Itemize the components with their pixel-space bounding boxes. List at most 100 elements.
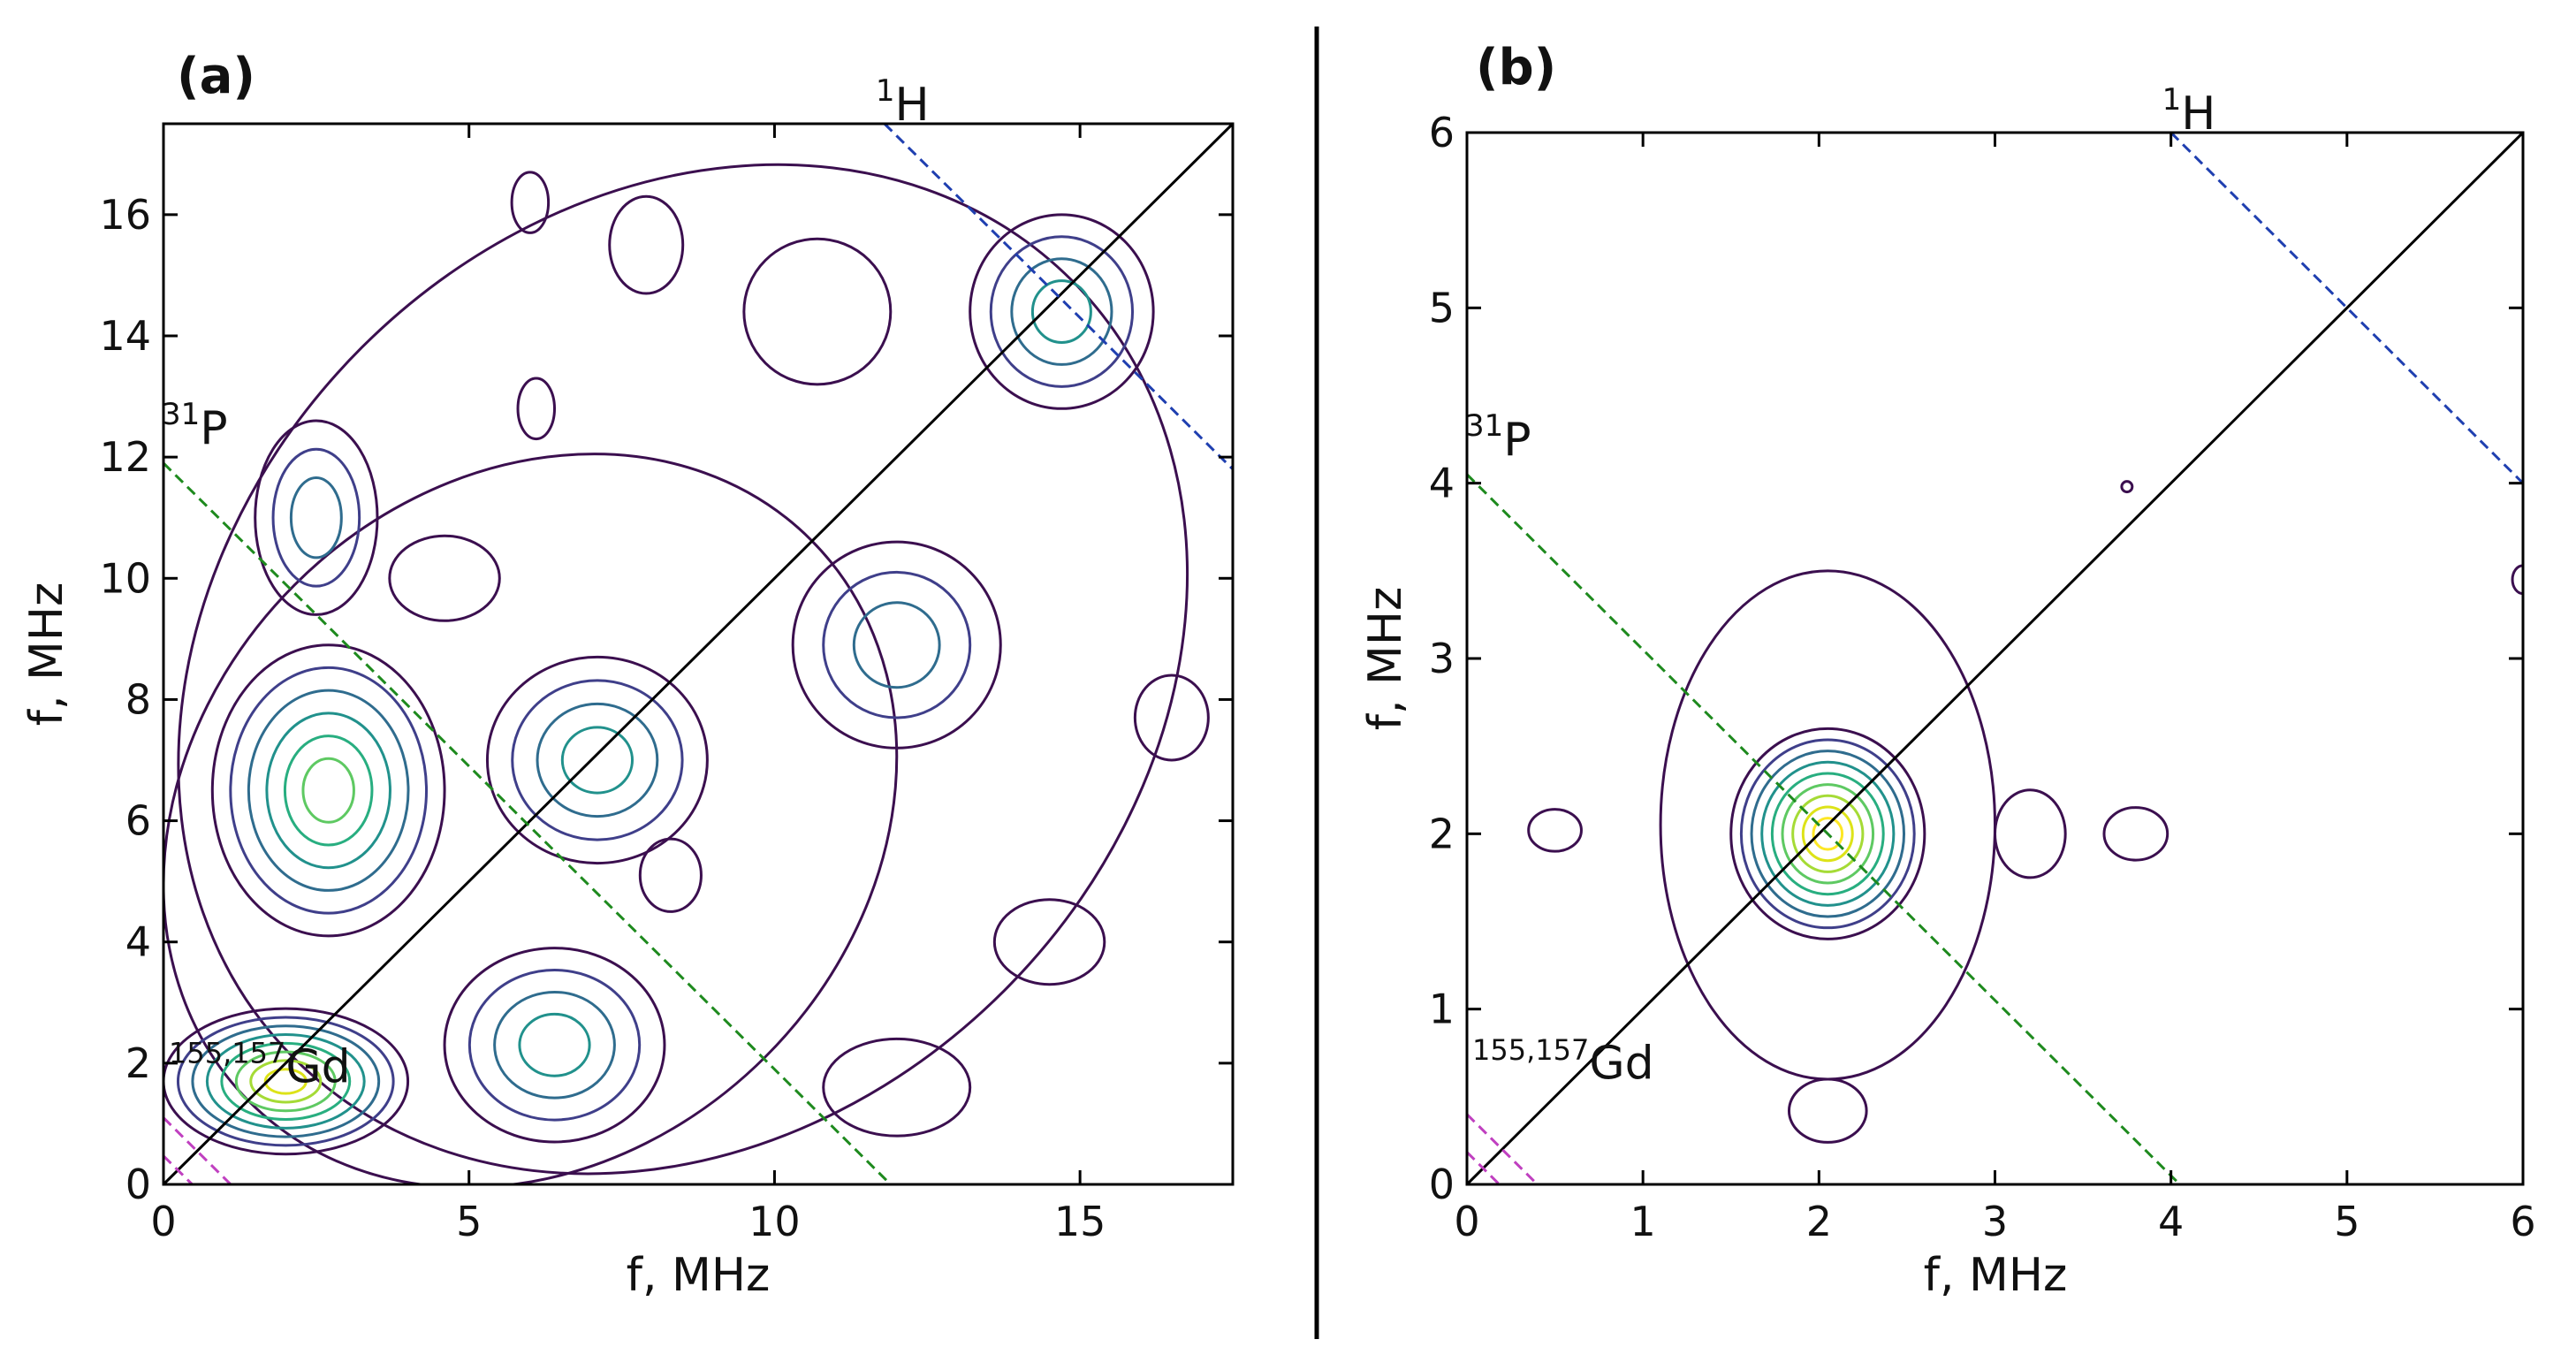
label-155,157Gd: 155,157Gd <box>1472 1033 1654 1091</box>
contour-line <box>163 1007 410 1156</box>
contour-line <box>791 540 1002 750</box>
contour-group <box>163 163 1210 1184</box>
contour-line <box>301 757 355 824</box>
panel-label-b: (b) <box>1476 39 1556 96</box>
contour-line <box>822 570 972 719</box>
y-tick-label: 10 <box>99 554 151 602</box>
contour-line <box>1791 794 1865 873</box>
antidiagonal-31P <box>162 461 892 1186</box>
contour-line <box>493 990 616 1100</box>
contour-line <box>254 419 379 616</box>
y-tick-label: 2 <box>125 1039 151 1087</box>
x-tick-label: 4 <box>2158 1198 2184 1245</box>
contour-group <box>1527 480 2523 1144</box>
contour-line <box>485 655 709 865</box>
y-tick-label: 4 <box>125 918 151 966</box>
x-tick-label: 1 <box>1630 1198 1656 1245</box>
x-axis-label-a: f, MHz <box>627 1249 771 1302</box>
x-tick-label: 6 <box>2510 1198 2535 1245</box>
contours-a <box>163 163 1210 1184</box>
contour-line <box>1010 257 1113 366</box>
contour-line <box>220 1041 352 1122</box>
contour-line <box>247 689 410 892</box>
contour-line <box>1750 750 1906 918</box>
label-155,157Gd: 155,157Gd <box>169 1037 351 1094</box>
contour-line <box>1801 805 1854 863</box>
contour-line <box>1812 817 1844 851</box>
y-tick-label: 16 <box>99 191 151 239</box>
reference-lines-a <box>162 122 1235 1186</box>
contour-line <box>191 1024 381 1138</box>
ticks-a: 0 5 10 15 0 2 4 6 8 10 12 14 16 <box>99 124 1233 1245</box>
panel-a: (a) 0 5 10 15 0 2 4 6 8 10 12 14 16 f, MHz f, MHz 1H… <box>20 48 1235 1302</box>
y-tick-label: 2 <box>1429 810 1455 857</box>
x-tick-label: 15 <box>1054 1198 1106 1245</box>
label-31P: 31P <box>1465 408 1531 467</box>
x-axis-label-b: f, MHz <box>1924 1249 2068 1302</box>
contours-b <box>1527 480 2523 1144</box>
contour-line <box>560 726 635 795</box>
x-tick-label: 10 <box>748 1198 801 1245</box>
contour-line <box>518 1012 591 1077</box>
label-31P: 31P <box>162 397 228 455</box>
contour-line <box>1739 738 1916 930</box>
contour-line <box>205 1033 366 1130</box>
contour-line <box>210 643 446 938</box>
nucleus-labels-b: 1H 31P 155,157Gd <box>1465 82 2215 1091</box>
label-1H: 1H <box>876 73 930 132</box>
y-tick-label: 3 <box>1429 635 1455 682</box>
contour-line <box>510 171 551 234</box>
contour-line <box>1030 279 1092 344</box>
contour-line <box>289 476 343 559</box>
contour-line <box>388 534 501 622</box>
contour-line <box>1994 788 2067 879</box>
antidiagonal-1H <box>883 122 1235 470</box>
contour-line <box>229 666 429 915</box>
contour-line <box>511 679 684 841</box>
x-tick-label: 5 <box>2334 1198 2359 1245</box>
contour-line <box>989 235 1135 388</box>
y-tick-label: 4 <box>1429 460 1455 507</box>
x-tick-label: 3 <box>1982 1198 2008 1245</box>
contour-line <box>2102 806 2169 862</box>
y-tick-label: 14 <box>99 312 151 360</box>
x-tick-label: 2 <box>1806 1198 1832 1245</box>
contour-envelope <box>177 163 1189 1176</box>
plot-frame-a <box>162 122 1235 1186</box>
contour-line <box>265 712 391 870</box>
contour-line <box>822 1037 972 1138</box>
diagonal-line <box>162 122 1235 1186</box>
contour-line <box>1770 772 1885 896</box>
ticks-b: 0 1 2 3 4 5 6 0 1 2 3 4 5 6 <box>1429 109 2536 1245</box>
contour-line <box>249 1059 323 1104</box>
y-tick-label: 6 <box>1429 109 1455 156</box>
x-tick-label: 5 <box>456 1198 482 1245</box>
y-tick-label: 0 <box>1429 1161 1455 1208</box>
panel-label-a: (a) <box>177 48 255 105</box>
y-tick-label: 8 <box>125 675 151 723</box>
contour-line <box>536 702 659 818</box>
contour-line <box>1760 760 1896 907</box>
y-tick-label: 12 <box>99 433 151 481</box>
contour-line <box>2120 480 2134 494</box>
contour-line <box>516 377 557 441</box>
contour-line <box>638 837 703 913</box>
nucleus-labels-a: 1H 31P 155,157Gd <box>162 73 930 1093</box>
contour-line <box>608 194 685 295</box>
contour-line <box>1527 808 1583 853</box>
antidiagonal-gd-inner <box>1465 1151 1501 1186</box>
contour-line <box>283 734 374 847</box>
panel-b: (b) 0 1 2 3 4 5 6 0 1 2 3 4 5 6 f, MHz f, MHz 1H 31P 15… <box>1359 39 2536 1302</box>
contour-line <box>443 947 666 1144</box>
contour-line <box>234 1050 337 1113</box>
label-1H: 1H <box>2162 82 2216 141</box>
contour-line <box>1781 783 1875 885</box>
reference-lines-b <box>1465 131 2525 1186</box>
y-tick-label: 6 <box>125 797 151 845</box>
contour-line <box>742 237 893 386</box>
contour-line <box>176 1016 395 1147</box>
y-tick-label: 5 <box>1429 284 1455 331</box>
contour-line <box>1729 727 1926 940</box>
contour-line <box>852 601 941 689</box>
